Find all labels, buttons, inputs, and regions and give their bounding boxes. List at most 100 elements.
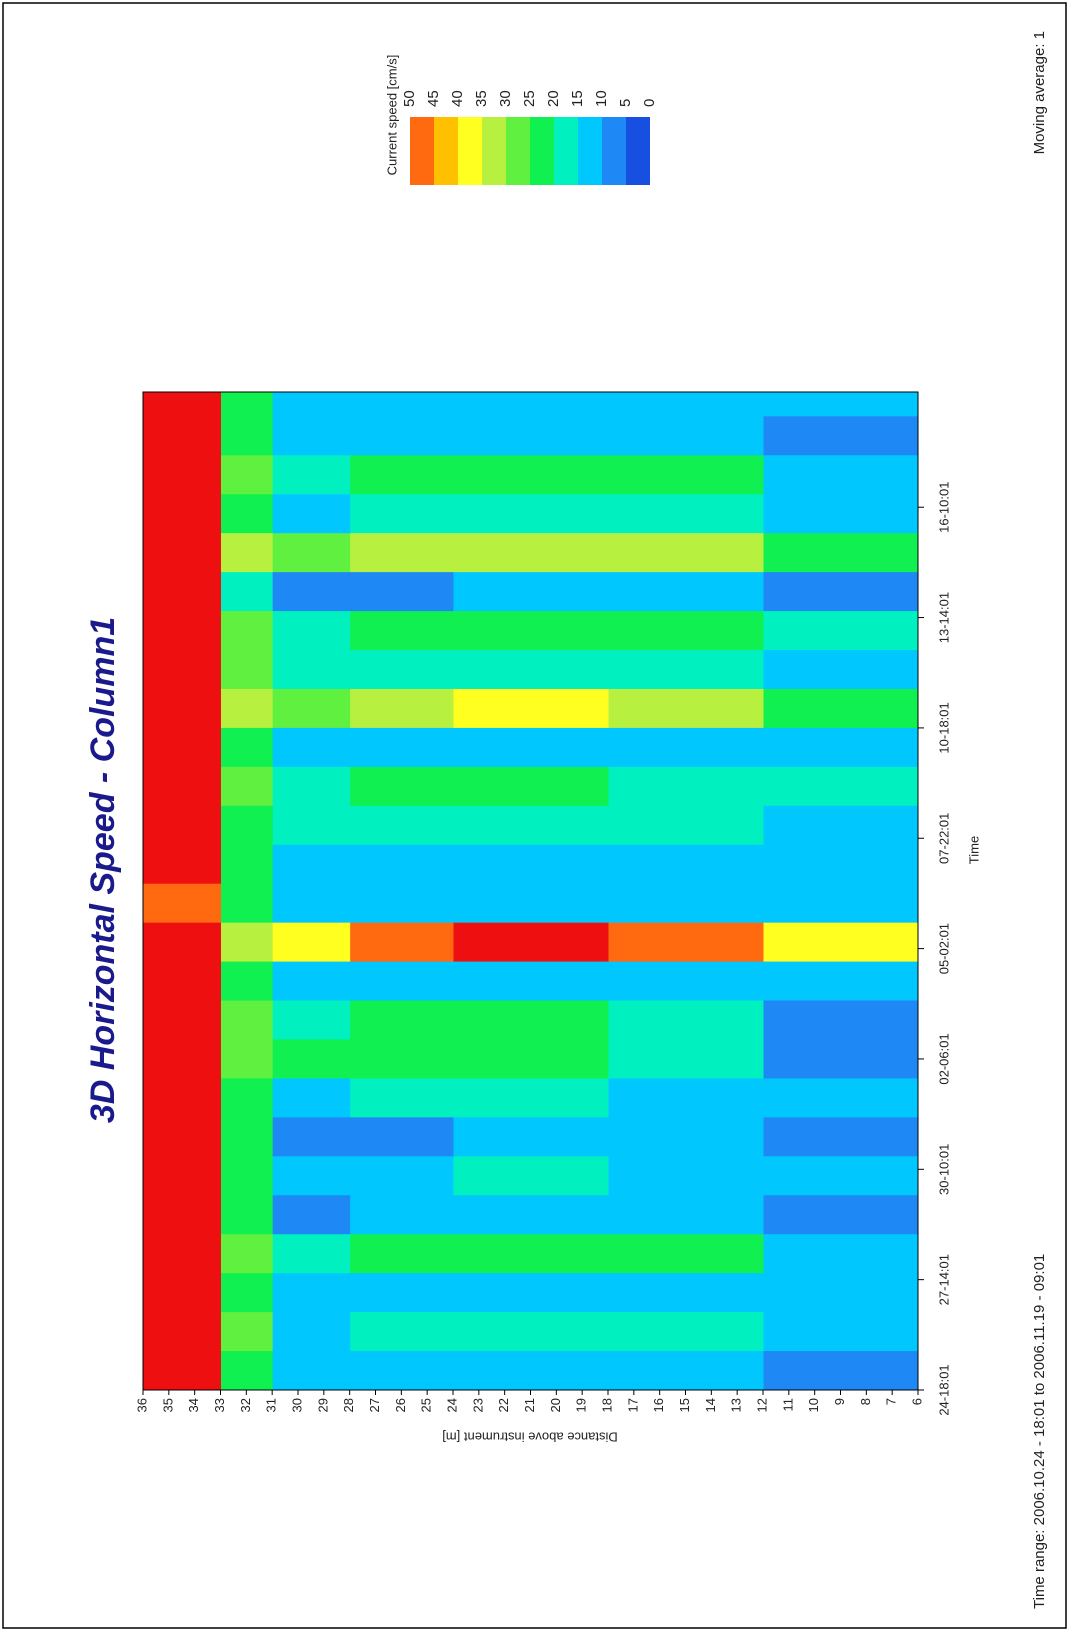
- heat-cell: [272, 1039, 350, 1078]
- heat-cell: [763, 805, 919, 844]
- heat-cell: [350, 533, 454, 572]
- heat-cell: [221, 805, 273, 844]
- heat-cell: [350, 1312, 454, 1351]
- heat-cell: [272, 883, 350, 922]
- y-tick-label: 6: [909, 1398, 924, 1405]
- heat-cell: [763, 922, 919, 961]
- heat-cell: [453, 766, 609, 805]
- chart: 3D Horizontal Speed - Column1 Time Dista…: [0, 0, 1070, 1631]
- heat-cell: [763, 1039, 919, 1078]
- heat-cell: [272, 494, 350, 533]
- heat-cell: [221, 1039, 273, 1078]
- heat-cell: [608, 1273, 764, 1312]
- heat-cell: [143, 1000, 221, 1039]
- legend-label: 20: [545, 90, 562, 107]
- heat-cell: [143, 961, 221, 1000]
- heat-cell: [453, 611, 609, 650]
- legend-label: 15: [569, 90, 586, 107]
- heat-cell: [453, 1312, 609, 1351]
- heat-cell: [272, 766, 350, 805]
- heat-cell: [608, 455, 764, 494]
- heat-cell: [763, 392, 919, 417]
- heat-cell: [350, 416, 454, 455]
- heat-cell: [350, 1234, 454, 1273]
- heat-cell: [143, 688, 221, 727]
- heat-cell: [221, 1000, 273, 1039]
- heat-cell: [350, 1273, 454, 1312]
- heat-cell: [350, 611, 454, 650]
- heat-cell: [608, 1195, 764, 1234]
- y-axis-label: Distance above instrument [m]: [442, 1430, 618, 1445]
- heat-cell: [350, 1117, 454, 1156]
- legend-label: 0: [641, 99, 658, 107]
- heat-cell: [350, 1039, 454, 1078]
- heat-cell: [608, 1039, 764, 1078]
- heat-cell: [143, 766, 221, 805]
- y-tick-label: 23: [470, 1398, 485, 1412]
- heat-cell: [272, 688, 350, 727]
- heat-cell: [763, 1351, 919, 1390]
- heat-cell: [763, 1117, 919, 1156]
- heat-cell: [350, 727, 454, 766]
- heat-cell: [453, 533, 609, 572]
- legend-label: 45: [425, 90, 442, 107]
- heat-cell: [453, 1156, 609, 1195]
- heat-cell: [608, 416, 764, 455]
- heat-cell: [453, 455, 609, 494]
- heat-cell: [221, 1117, 273, 1156]
- heat-cell: [608, 844, 764, 883]
- heat-cell: [350, 1078, 454, 1117]
- heat-cell: [272, 455, 350, 494]
- heat-cell: [272, 727, 350, 766]
- y-tick-label: 34: [186, 1398, 201, 1412]
- heat-cell: [221, 1078, 273, 1117]
- heat-cell: [453, 494, 609, 533]
- y-tick-label: 14: [703, 1398, 718, 1412]
- heat-cell: [221, 611, 273, 650]
- heat-cell: [453, 688, 609, 727]
- heat-cell: [608, 572, 764, 611]
- heat-cell: [143, 1351, 221, 1390]
- y-tick-label: 21: [522, 1398, 537, 1412]
- x-tick-label: 13-14:01: [936, 592, 951, 643]
- heat-cell: [763, 572, 919, 611]
- legend-label: 40: [449, 90, 466, 107]
- x-tick-label: 05-02:01: [936, 923, 951, 974]
- heat-cell: [221, 1156, 273, 1195]
- heat-cell: [221, 1312, 273, 1351]
- heat-cell: [350, 961, 454, 1000]
- heat-cell: [453, 1351, 609, 1390]
- y-tick-label: 28: [341, 1398, 356, 1412]
- heat-cell: [143, 455, 221, 494]
- heat-cell: [763, 1078, 919, 1117]
- heat-cell: [143, 1078, 221, 1117]
- y-tick-label: 22: [496, 1398, 511, 1412]
- heat-cell: [453, 392, 609, 417]
- heat-cell: [143, 922, 221, 961]
- heat-cell: [272, 844, 350, 883]
- heat-cell: [221, 572, 273, 611]
- x-tick-label: 02-06:01: [936, 1033, 951, 1084]
- heat-cell: [221, 1351, 273, 1390]
- y-tick-label: 8: [858, 1398, 873, 1405]
- heat-cell: [763, 1000, 919, 1039]
- heat-cell: [763, 611, 919, 650]
- heat-cell: [221, 1234, 273, 1273]
- y-tick-label: 25: [419, 1398, 434, 1412]
- heat-cell: [221, 392, 273, 417]
- y-tick-label: 20: [548, 1398, 563, 1412]
- y-tick-label: 31: [264, 1398, 279, 1412]
- footer-time-range: Time range: 2006.10.24 - 18:01 to 2006.1…: [1031, 1254, 1048, 1609]
- heat-cell: [272, 805, 350, 844]
- heat-cell: [272, 1078, 350, 1117]
- heat-cell: [763, 844, 919, 883]
- heat-cell: [350, 922, 454, 961]
- x-tick-label: 27-14:01: [936, 1254, 951, 1305]
- heat-cell: [143, 1195, 221, 1234]
- legend-swatch: [506, 117, 530, 185]
- heat-cell: [350, 650, 454, 689]
- legend-label: 35: [473, 90, 490, 107]
- legend-swatch: [602, 117, 626, 185]
- x-tick-label: 16-10:01: [936, 482, 951, 533]
- heat-cell: [763, 650, 919, 689]
